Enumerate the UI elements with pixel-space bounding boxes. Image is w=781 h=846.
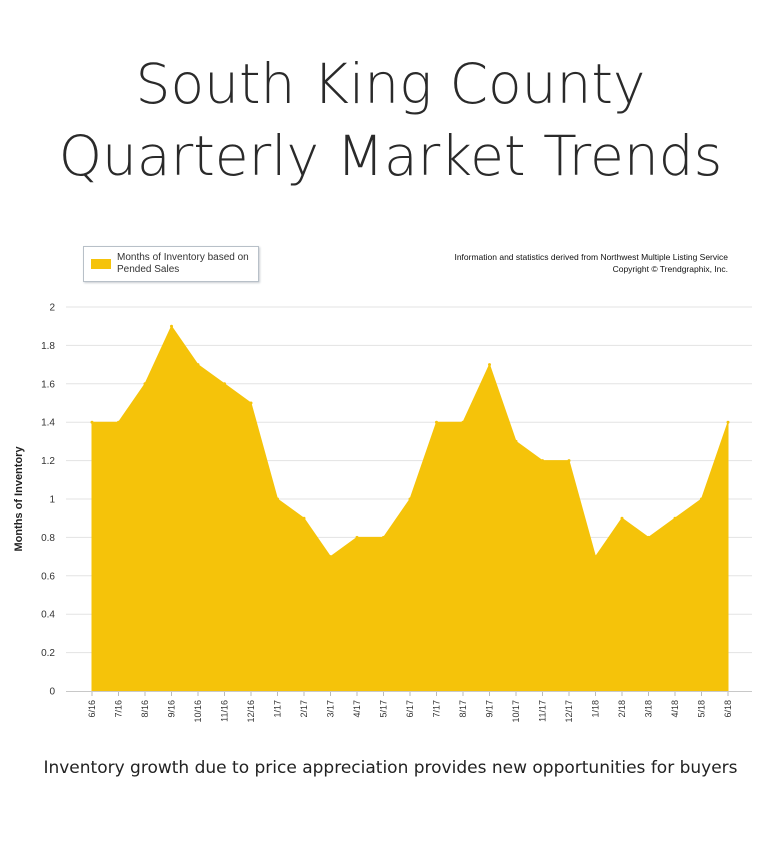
data-point-5-17 — [382, 535, 385, 539]
x-tick-label: 2/17 — [299, 700, 309, 718]
y-tick-label: 1.4 — [41, 418, 55, 429]
x-axis-ticks: 6/16 7/16 8/16 9/16 10/16 11/16 12/16 1/17 2/17 3… — [87, 691, 733, 723]
y-tick-label: 0 — [49, 687, 55, 698]
y-tick-label: 1.6 — [41, 379, 55, 390]
x-tick-label: 10/17 — [511, 700, 521, 723]
x-tick-label: 3/18 — [644, 700, 654, 718]
x-tick-label: 7/17 — [432, 700, 442, 718]
y-tick-label: 0.2 — [41, 648, 55, 659]
x-tick-label: 8/16 — [140, 700, 150, 718]
data-point-6-16 — [90, 420, 94, 424]
page-title-line-1: South King County — [135, 52, 646, 116]
data-point-11-17 — [541, 459, 544, 463]
data-point-6-18 — [726, 420, 730, 424]
y-tick-label: 1.8 — [41, 341, 55, 352]
x-tick-label: 7/16 — [114, 700, 124, 718]
data-point-6-17 — [408, 497, 412, 501]
series-area — [91, 325, 729, 692]
data-point-10-16 — [196, 363, 200, 367]
x-tick-label: 11/17 — [538, 700, 548, 722]
x-tick-label: 6/16 — [87, 700, 97, 718]
source-line-1: Information and statistics derived from … — [454, 252, 728, 262]
data-point-2-18 — [620, 516, 624, 520]
y-tick-label: 0.8 — [41, 533, 55, 544]
x-tick-label: 4/17 — [352, 700, 362, 718]
data-point-4-17 — [355, 535, 359, 539]
x-tick-label: 2/18 — [617, 700, 627, 718]
y-tick-label: 0.6 — [41, 571, 55, 582]
page-title-line-2: Quarterly Market Trends — [58, 124, 723, 188]
x-tick-label: 5/18 — [697, 700, 707, 718]
chart-legend: Months of Inventory based on Pended Sale… — [83, 246, 259, 282]
data-point-7-16 — [117, 420, 120, 424]
data-point-4-18 — [673, 516, 677, 520]
x-tick-label: 1/17 — [273, 700, 283, 718]
x-tick-label: 5/17 — [379, 700, 389, 718]
x-tick-label: 9/16 — [167, 700, 177, 718]
y-tick-label: 2 — [49, 303, 55, 314]
data-point-9-16 — [170, 324, 173, 328]
y-tick-label: 1.2 — [41, 456, 55, 467]
x-tick-label: 6/18 — [723, 700, 733, 718]
y-axis-ticks: 0 0.2 0.4 0.6 0.8 1 1.2 1.4 1.6 1.8 2 — [41, 303, 55, 698]
data-point-1-18 — [594, 555, 597, 559]
x-tick-label: 10/16 — [193, 700, 203, 723]
data-point-1-17 — [276, 497, 279, 501]
y-axis-label: Months of Inventory — [13, 446, 25, 552]
data-point-5-18 — [700, 497, 703, 501]
data-point-7-17 — [435, 420, 438, 424]
y-tick-label: 1 — [49, 495, 55, 506]
data-point-8-16 — [143, 382, 147, 386]
x-tick-label: 12/16 — [246, 700, 256, 723]
x-tick-label: 12/17 — [564, 700, 574, 723]
data-point-11-16 — [223, 382, 226, 386]
x-tick-label: 6/17 — [405, 700, 415, 718]
x-tick-label: 4/18 — [670, 700, 680, 718]
data-point-8-17 — [461, 420, 465, 424]
y-tick-label: 0.4 — [41, 610, 55, 621]
x-tick-label: 11/16 — [220, 700, 230, 722]
x-tick-label: 1/18 — [591, 700, 601, 718]
data-point-12-17 — [567, 459, 571, 463]
data-point-12-16 — [249, 401, 253, 405]
legend-label: Months of Inventory based on Pended Sale… — [117, 252, 249, 275]
x-tick-label: 9/17 — [485, 700, 495, 718]
data-point-2-17 — [302, 516, 306, 520]
source-note: Information and statistics derived from … — [454, 251, 728, 275]
chart-caption: Inventory growth due to price appreciati… — [43, 758, 738, 778]
source-line-2: Copyright © Trendgraphix, Inc. — [612, 264, 728, 274]
x-tick-label: 3/17 — [326, 700, 336, 718]
data-point-9-17 — [488, 363, 491, 367]
inventory-area-chart: 0 0.2 0.4 0.6 0.8 1 1.2 1.4 1.6 1.8 2 6/16 7/16 8/16… — [13, 303, 752, 723]
data-point-3-17 — [329, 555, 332, 559]
x-tick-label: 8/17 — [458, 700, 468, 718]
data-point-3-18 — [647, 535, 650, 539]
data-point-10-17 — [514, 439, 518, 443]
legend-swatch — [91, 259, 111, 269]
